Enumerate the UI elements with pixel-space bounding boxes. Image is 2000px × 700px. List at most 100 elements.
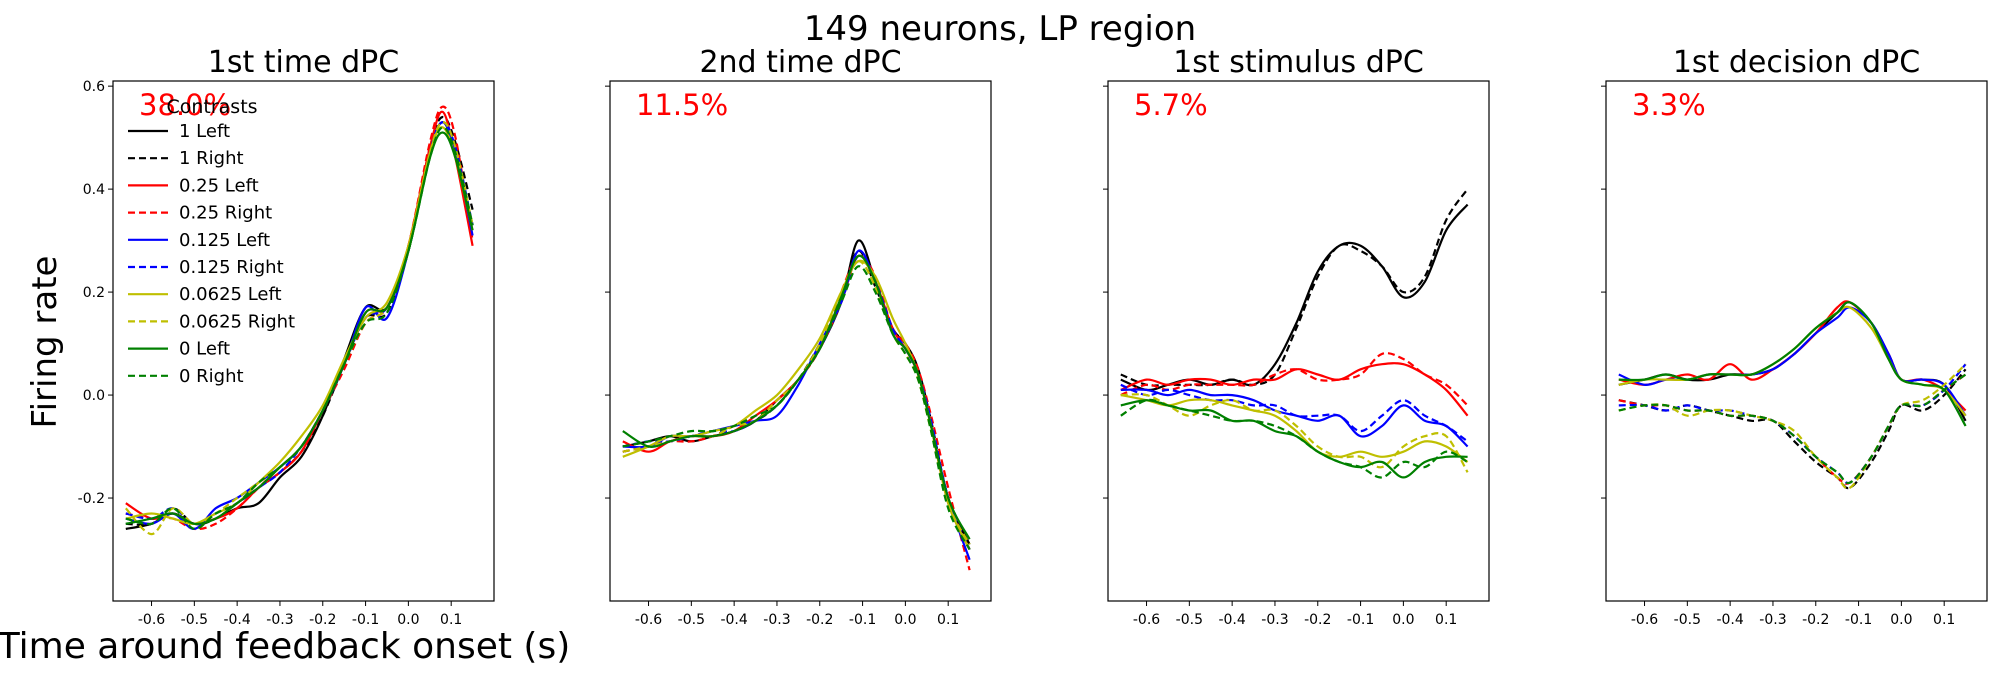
y-tick-label: -0.2	[78, 491, 105, 507]
series-line-0-right	[1618, 373, 1967, 485]
x-tick-label: -0.2	[806, 612, 833, 628]
figure-suptitle: 149 neurons, LP region	[804, 9, 1196, 49]
legend-entry-label: 1 Right	[179, 148, 244, 169]
y-tick-label: 0.4	[83, 182, 105, 198]
x-tick-label: 0.0	[397, 612, 419, 628]
series-lines	[1120, 188, 1469, 479]
x-tick-label: -0.6	[138, 612, 165, 628]
panel-title: 1st time dPC	[208, 45, 399, 80]
y-axis-label: Firing rate	[25, 256, 65, 429]
series-line-0-125-left	[125, 121, 474, 530]
series-line-0-left	[622, 254, 971, 540]
panel-title: 1st decision dPC	[1673, 45, 1920, 80]
x-tick-label: -0.4	[223, 612, 250, 628]
axes-frame	[1107, 80, 1490, 602]
x-tick-label: 0.1	[440, 612, 462, 628]
axes-frame	[112, 80, 495, 602]
series-line-0-25-left	[622, 254, 971, 550]
series-lines	[1618, 300, 1967, 490]
x-tick-label: -0.2	[1802, 612, 1829, 628]
legend-entry-label: 0 Left	[179, 339, 230, 360]
series-line-1-left	[622, 239, 971, 545]
legend-title: Contrasts	[166, 96, 257, 118]
variance-percent: 11.5%	[636, 88, 728, 122]
panel-title: 1st stimulus dPC	[1173, 45, 1424, 80]
x-tick-label: 0.0	[1392, 612, 1414, 628]
y-tick-label: 0.0	[83, 388, 105, 404]
series-line-1-left	[125, 121, 474, 530]
series-line-0-125-right	[622, 254, 971, 550]
x-tick-label: -0.5	[678, 612, 705, 628]
series-line-1-right	[125, 115, 474, 526]
legend-entry-label: 0.25 Right	[179, 203, 272, 224]
x-tick-label: -0.4	[1218, 612, 1245, 628]
series-line-0-right	[1120, 398, 1469, 479]
legend-entry-label: 0.0625 Left	[179, 284, 282, 305]
variance-percent: 38.0%	[139, 88, 231, 122]
series-line-0-25-right	[125, 105, 474, 531]
series-lines	[622, 239, 971, 571]
y-tick-label: 0.6	[83, 79, 105, 95]
series-line-0-25-right	[1120, 352, 1469, 407]
series-line-1-right	[622, 249, 971, 550]
x-tick-label: -0.4	[1716, 612, 1743, 628]
legend-entry-label: 0.0625 Right	[179, 311, 295, 332]
chart-panel-2: 2nd time dPC -0.6 -0.5 -0.4 -0.3 -0.2 -0.1 0.0 0…	[605, 45, 992, 628]
series-line-0-0625-right	[124, 121, 474, 536]
legend-entry-label: 0 Right	[179, 366, 244, 387]
x-tick-label: -0.3	[1759, 612, 1786, 628]
x-tick-label: -0.3	[1261, 612, 1288, 628]
x-tick-label: -0.5	[1176, 612, 1203, 628]
x-tick-label: -0.3	[266, 612, 293, 628]
series-line-0-25-left	[125, 110, 474, 526]
x-tick-label: 0.0	[1890, 612, 1912, 628]
x-tick-label: -0.2	[309, 612, 336, 628]
panel-title: 2nd time dPC	[699, 45, 901, 80]
series-line-0-125-left	[1120, 388, 1469, 448]
x-tick-label: -0.1	[1347, 612, 1374, 628]
series-line-0-25-right	[622, 254, 971, 571]
y-tick-label: 0.2	[83, 285, 105, 301]
x-tick-label: -0.1	[849, 612, 876, 628]
legend: Contrasts 1 Left 1 Right 0.25 Left 0.25 Righ…	[128, 96, 295, 387]
x-tick-label: -0.6	[635, 612, 662, 628]
x-tick-label: -0.1	[352, 612, 379, 628]
series-line-0-0625-left	[1618, 305, 1967, 417]
x-tick-label: 0.1	[1933, 612, 1955, 628]
series-lines	[124, 105, 474, 536]
chart-panel-4: 1st decision dPC -0.6 -0.5 -0.4 -0.3 -0.2 -0.1…	[1601, 45, 1988, 628]
legend-entry-label: 0.125 Right	[179, 257, 284, 278]
series-line-0-125-right	[1120, 383, 1469, 443]
axes-frame	[609, 80, 992, 602]
legend-entry-label: 1 Left	[179, 121, 230, 142]
series-line-0-0625-left	[1120, 394, 1469, 463]
series-line-0-0625-left	[622, 259, 971, 550]
series-line-0-left	[1618, 301, 1967, 427]
x-tick-label: -0.6	[1133, 612, 1160, 628]
chart-panel-1: 1st time dPC -0.2 0.0 0.2 0.4 0.6 -0.6 -0.5 -0.4…	[78, 45, 495, 628]
chart-panels: 1st time dPC -0.2 0.0 0.2 0.4 0.6 -0.6 -0.5 -0.4…	[78, 45, 1988, 628]
variance-percent: 5.7%	[1134, 88, 1208, 122]
series-line-0-0625-right	[622, 260, 971, 545]
x-tick-label: 0.0	[894, 612, 916, 628]
series-line-0-125-right	[1618, 363, 1967, 485]
x-axis-label: Time around feedback onset (s)	[0, 626, 570, 667]
x-tick-label: 0.1	[1435, 612, 1457, 628]
variance-percent: 3.3%	[1632, 88, 1706, 122]
x-tick-label: 0.1	[937, 612, 959, 628]
x-tick-label: -0.5	[1674, 612, 1701, 628]
x-tick-label: -0.1	[1845, 612, 1872, 628]
x-tick-label: -0.6	[1631, 612, 1658, 628]
series-line-0-right	[125, 126, 474, 530]
series-line-0-right	[622, 265, 971, 551]
x-tick-label: -0.3	[763, 612, 790, 628]
series-line-0-125-left	[622, 249, 971, 561]
series-line-1-left	[1120, 203, 1469, 392]
axes-frame	[1605, 80, 1988, 602]
series-line-0-125-left	[1618, 306, 1967, 417]
x-tick-label: -0.5	[181, 612, 208, 628]
series-line-1-right	[1120, 188, 1469, 387]
x-tick-label: -0.2	[1304, 612, 1331, 628]
chart-panel-3: 1st stimulus dPC -0.6 -0.5 -0.4 -0.3 -0.2 -0.1…	[1103, 45, 1490, 628]
